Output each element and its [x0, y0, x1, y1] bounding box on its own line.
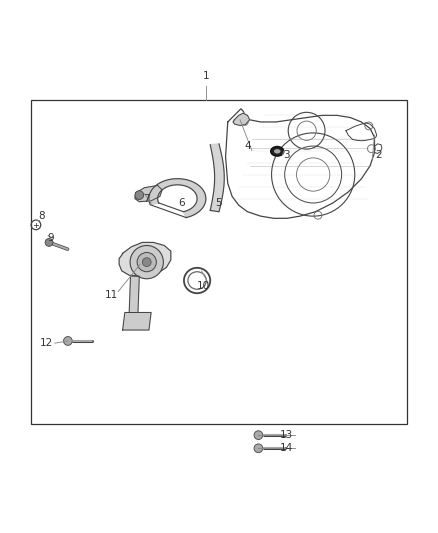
Text: 12: 12	[39, 338, 53, 348]
Text: 1: 1	[202, 71, 209, 81]
Circle shape	[64, 336, 72, 345]
Polygon shape	[119, 243, 171, 276]
Text: 7: 7	[143, 193, 150, 204]
Text: 5: 5	[215, 198, 223, 208]
Text: 3: 3	[283, 150, 290, 160]
Circle shape	[135, 191, 144, 199]
Text: 9: 9	[47, 233, 54, 243]
Circle shape	[254, 444, 263, 453]
Text: 13: 13	[280, 430, 293, 440]
Text: 14: 14	[280, 443, 293, 453]
Polygon shape	[129, 276, 139, 312]
Ellipse shape	[271, 147, 284, 156]
Circle shape	[137, 253, 156, 272]
Circle shape	[142, 258, 151, 266]
Bar	[31, 100, 407, 424]
Polygon shape	[135, 185, 162, 201]
Circle shape	[130, 246, 163, 279]
Circle shape	[254, 431, 263, 440]
Text: 10: 10	[197, 281, 210, 291]
Text: 4: 4	[244, 141, 251, 151]
Circle shape	[45, 238, 53, 246]
Ellipse shape	[274, 149, 281, 154]
Text: 8: 8	[38, 211, 45, 221]
Text: 11: 11	[105, 290, 118, 300]
Text: 6: 6	[178, 198, 185, 208]
Polygon shape	[123, 312, 151, 330]
Polygon shape	[233, 113, 250, 125]
Polygon shape	[210, 144, 224, 212]
Text: 2: 2	[375, 150, 382, 160]
Polygon shape	[149, 179, 206, 217]
